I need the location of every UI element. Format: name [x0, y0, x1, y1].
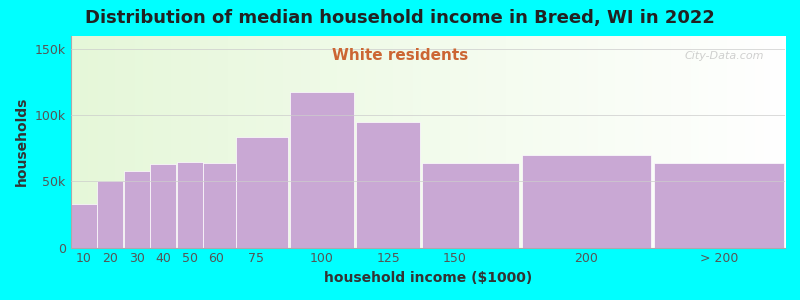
Bar: [422, 163, 519, 248]
Bar: [654, 163, 784, 248]
Bar: [71, 204, 97, 248]
Text: City-Data.com: City-Data.com: [684, 51, 763, 61]
Bar: [522, 155, 651, 247]
Bar: [290, 92, 354, 248]
Bar: [124, 171, 150, 247]
Bar: [237, 136, 288, 248]
Text: White residents: White residents: [332, 48, 468, 63]
Bar: [356, 122, 421, 248]
Bar: [203, 163, 235, 248]
Y-axis label: households: households: [15, 97, 29, 187]
Bar: [150, 164, 176, 248]
X-axis label: household income ($1000): household income ($1000): [324, 271, 532, 285]
Text: Distribution of median household income in Breed, WI in 2022: Distribution of median household income …: [85, 9, 715, 27]
Bar: [98, 182, 123, 248]
Bar: [177, 162, 202, 248]
